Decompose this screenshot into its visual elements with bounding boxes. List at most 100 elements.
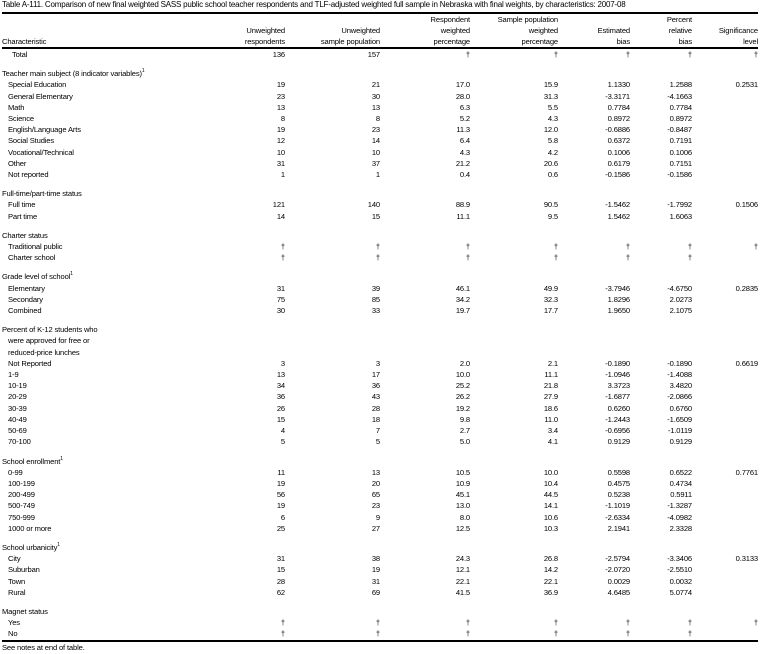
- row-label: Full time: [2, 199, 215, 210]
- cell-sample-population-weighted-percentage: 17.7: [543, 306, 558, 316]
- cell-unweighted-sample-population: 3: [375, 358, 380, 368]
- cell-sample-population-weighted-percentage: 3.4: [547, 426, 558, 436]
- cell-significance-level: [692, 489, 758, 500]
- cell-respondent-weighted-percentage: 6.4: [459, 136, 470, 146]
- cell-unweighted-respondents: 15: [276, 565, 285, 575]
- cell-percent-relative-bias: -0.8487: [667, 125, 692, 135]
- cell-unweighted-sample-population: 33: [371, 306, 380, 316]
- row-label-text: 200-499: [8, 490, 35, 500]
- row-label: Yes: [2, 617, 215, 628]
- row-label-text: Not Reported: [8, 358, 52, 368]
- table-row: City 31 38 24.3 26.8 -2.5794 -3.3406 0.3133: [2, 553, 758, 564]
- column-header-unweighted-respondents: [215, 12, 285, 25]
- cell-significance-level: [692, 158, 758, 169]
- cell-unweighted-respondents: 34: [276, 381, 285, 391]
- cell-estimated-bias: 1.9650: [607, 306, 630, 316]
- cell-estimated-bias: 2.1941: [607, 523, 630, 533]
- row-label: Social Studies: [2, 135, 215, 146]
- cell-percent-relative-bias: -2.5510: [667, 565, 692, 575]
- cell-sample-population-weighted-percentage: †: [470, 628, 558, 642]
- cell-unweighted-sample-population: 18: [371, 414, 380, 424]
- cell-unweighted-sample-population: 13: [371, 467, 380, 477]
- section-header-row: School urbanicity1: [2, 534, 758, 553]
- cell-unweighted-respondents: 28: [276, 576, 285, 586]
- row-label: Special Education: [2, 79, 215, 90]
- cell-respondent-weighted-percentage: 10.0: [455, 370, 470, 380]
- cell-percent-relative-bias: -1.6509: [667, 414, 692, 424]
- table-row: 500-749 19 23 13.0 14.1 -1.1019 -1.3287: [2, 500, 758, 511]
- cell-unweighted-sample-population: †: [375, 618, 380, 628]
- cell-unweighted-sample-population: †: [375, 253, 380, 263]
- row-label-text: 10-19: [8, 381, 27, 391]
- row-label: Vocational/Technical: [2, 147, 215, 158]
- cell-estimated-bias: 0.4575: [607, 478, 630, 488]
- row-label-text: 70-100: [8, 437, 31, 447]
- cell-estimated-bias: -0.6886: [605, 125, 630, 135]
- cell-respondent-weighted-percentage: 19.7: [455, 306, 470, 316]
- cell-unweighted-sample-population: 15: [371, 211, 380, 221]
- cell-estimated-bias: †: [625, 50, 630, 59]
- cell-respondent-weighted-percentage: 88.9: [455, 200, 470, 210]
- cell-estimated-bias: -2.5794: [605, 554, 630, 564]
- cell-sample-population-weighted-percentage: †: [553, 618, 558, 628]
- cell-percent-relative-bias: 1.6063: [669, 211, 692, 221]
- cell-sample-population-weighted-percentage: †: [553, 242, 558, 252]
- cell-significance-level: [692, 391, 758, 402]
- cell-significance-level: [692, 576, 758, 587]
- row-label: 30-39: [2, 403, 215, 414]
- cell-estimated-bias: -1.0946: [605, 370, 630, 380]
- row-label: Part time: [2, 211, 215, 222]
- column-header-characteristic: [2, 25, 215, 36]
- cell-significance-level: 0.3133: [735, 554, 758, 564]
- row-label: Traditional public: [2, 241, 215, 252]
- cell-significance-level: †: [753, 50, 758, 59]
- table-row: Rural 62 69 41.5 36.9 4.6485 5.0774: [2, 587, 758, 598]
- column-header-characteristic: Characteristic: [2, 36, 215, 49]
- row-label: 40-49: [2, 414, 215, 425]
- cell-significance-level: [692, 414, 758, 425]
- row-label: 50-69: [2, 425, 215, 436]
- cell-percent-relative-bias: †: [687, 253, 692, 263]
- cell-unweighted-sample-population: 14: [371, 136, 380, 146]
- cell-respondent-weighted-percentage: †: [380, 628, 470, 642]
- cell-significance-level: [692, 403, 758, 414]
- section-header-row: Grade level of school1: [2, 263, 758, 282]
- row-label-text: reduced-price lunches: [8, 347, 80, 357]
- cell-sample-population-weighted-percentage: 10.0: [543, 467, 558, 477]
- column-header-percent-relative-bias: bias: [630, 36, 692, 49]
- cell-unweighted-sample-population: 23: [371, 501, 380, 511]
- table-row: 750-999 6 9 8.0 10.6 -2.6334 -4.0982: [2, 512, 758, 523]
- cell-unweighted-respondents: 19: [276, 125, 285, 135]
- table-row: 1-9 13 17 10.0 11.1 -1.0946 -1.4088: [2, 369, 758, 380]
- cell-unweighted-sample-population: 8: [375, 114, 380, 124]
- cell-percent-relative-bias: -1.7992: [667, 200, 692, 210]
- column-header-respondent-weighted-percentage: weighted: [440, 26, 470, 35]
- header-row: Respondent Sample population Percent: [2, 12, 758, 25]
- cell-percent-relative-bias: †: [687, 618, 692, 628]
- cell-unweighted-respondents: 13: [276, 370, 285, 380]
- column-header-unweighted-sample-population: sample population: [285, 36, 380, 49]
- cell-sample-population-weighted-percentage: 4.3: [547, 114, 558, 124]
- row-label-text: Magnet status: [2, 606, 48, 616]
- cell-respondent-weighted-percentage: 2.0: [459, 358, 470, 368]
- cell-significance-level: [692, 305, 758, 316]
- cell-significance-level: †: [753, 242, 758, 252]
- table-row: Not reported 1 1 0.4 0.6 -0.1586 -0.1586: [2, 169, 758, 180]
- cell-respondent-weighted-percentage: 41.5: [455, 587, 470, 597]
- cell-percent-relative-bias: -4.0982: [667, 512, 692, 522]
- cell-estimated-bias: 1.5462: [607, 211, 630, 221]
- total-row: Total 136 157 † † † † †: [2, 48, 758, 60]
- cell-unweighted-respondents: 11: [277, 467, 285, 477]
- cell-respondent-weighted-percentage: 21.2: [455, 158, 470, 168]
- cell-percent-relative-bias: -1.3287: [667, 501, 692, 511]
- cell-percent-relative-bias: 0.0032: [669, 576, 692, 586]
- cell-significance-level: [692, 294, 758, 305]
- cell-unweighted-respondents: 19: [276, 501, 285, 511]
- cell-percent-relative-bias: 2.1075: [669, 306, 692, 316]
- table-row: 100-199 19 20 10.9 10.4 0.4575 0.4734: [2, 478, 758, 489]
- cell-estimated-bias: -2.0720: [605, 565, 630, 575]
- table-row: Part time 14 15 11.1 9.5 1.5462 1.6063: [2, 211, 758, 222]
- row-label: School enrollment1: [2, 448, 758, 467]
- row-label: Not Reported: [2, 358, 215, 369]
